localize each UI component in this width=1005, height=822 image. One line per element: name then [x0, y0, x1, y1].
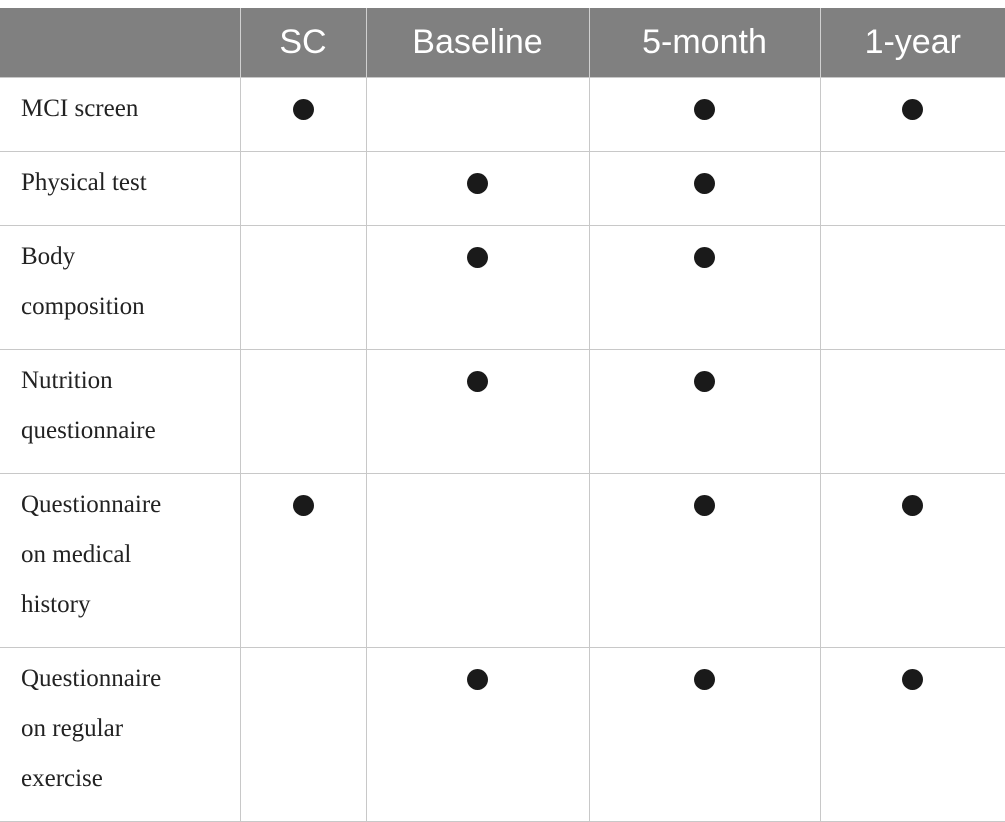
- row-label-cell: Body composition: [0, 225, 241, 350]
- row-label-line: questionnaire: [21, 417, 156, 444]
- table-row: Physical test: [0, 151, 1005, 226]
- header-cell-baseline: Baseline: [365, 8, 589, 78]
- table-row: Nutrition questionnaire: [0, 349, 1005, 474]
- mark-cell-baseline: [365, 225, 590, 350]
- filled-circle-icon: [467, 173, 488, 194]
- mark-cell-baseline: [365, 349, 590, 474]
- mark-cell-baseline: [365, 77, 590, 152]
- filled-circle-icon: [694, 173, 715, 194]
- mark-cell-5-month: [588, 225, 821, 350]
- mark-cell-baseline: [365, 151, 590, 226]
- row-label-cell: Physical test: [0, 151, 241, 226]
- filled-circle-icon: [694, 247, 715, 268]
- filled-circle-icon: [902, 495, 924, 516]
- mark-cell-1-year: [819, 473, 1005, 648]
- header-cell-sc: SC: [239, 8, 366, 78]
- filled-circle-icon: [292, 99, 314, 120]
- header-row: SC Baseline 5-month 1-year: [0, 8, 1005, 78]
- assessment-schedule-table: SC Baseline 5-month 1-year MCI screen Phy…: [0, 8, 1005, 822]
- mark-cell-1-year: [819, 647, 1005, 822]
- table-row: MCI screen: [0, 77, 1005, 152]
- mark-cell-sc: [239, 151, 367, 226]
- filled-circle-icon: [467, 371, 488, 392]
- mark-cell-sc: [239, 349, 367, 474]
- row-label-line: MCI screen: [21, 95, 139, 122]
- mark-cell-5-month: [588, 77, 821, 152]
- table-row: Body composition: [0, 225, 1005, 350]
- header-cell-1-year: 1-year: [819, 8, 1005, 78]
- filled-circle-icon: [694, 371, 715, 392]
- row-label-line: composition: [21, 293, 145, 320]
- row-label-line: Physical test: [21, 169, 147, 196]
- filled-circle-icon: [467, 247, 488, 268]
- row-label-line: Questionnaire: [21, 491, 162, 518]
- mark-cell-1-year: [819, 77, 1005, 152]
- table-body: MCI screen Physical test Body composition Nu…: [0, 77, 1005, 822]
- table-row: Questionnaire on regular exercise: [0, 647, 1005, 822]
- row-label-line: Questionnaire: [21, 665, 162, 692]
- mark-cell-5-month: [588, 647, 821, 822]
- mark-cell-baseline: [365, 647, 590, 822]
- row-label-line: Body: [21, 243, 76, 270]
- row-label-line: on regular: [21, 715, 124, 742]
- filled-circle-icon: [902, 99, 924, 120]
- mark-cell-5-month: [588, 473, 821, 648]
- mark-cell-baseline: [365, 473, 590, 648]
- filled-circle-icon: [694, 669, 715, 690]
- row-label-line: on medical: [21, 541, 132, 568]
- filled-circle-icon: [694, 495, 715, 516]
- row-label-cell: Nutrition questionnaire: [0, 349, 241, 474]
- filled-circle-icon: [292, 495, 314, 516]
- table-row: Questionnaire on medical history: [0, 473, 1005, 648]
- mark-cell-1-year: [819, 225, 1005, 350]
- row-label-line: exercise: [21, 765, 103, 792]
- filled-circle-icon: [902, 669, 924, 690]
- row-label-line: history: [21, 591, 91, 618]
- mark-cell-sc: [239, 473, 367, 648]
- mark-cell-sc: [239, 647, 367, 822]
- mark-cell-1-year: [819, 151, 1005, 226]
- row-label-cell: Questionnaire on medical history: [0, 473, 241, 648]
- filled-circle-icon: [467, 669, 488, 690]
- header-cell-5-month: 5-month: [588, 8, 820, 78]
- mark-cell-5-month: [588, 151, 821, 226]
- header-cell-empty: [0, 8, 240, 78]
- mark-cell-5-month: [588, 349, 821, 474]
- row-label-cell: Questionnaire on regular exercise: [0, 647, 241, 822]
- row-label-line: Nutrition: [21, 367, 113, 394]
- mark-cell-1-year: [819, 349, 1005, 474]
- mark-cell-sc: [239, 225, 367, 350]
- row-label-cell: MCI screen: [0, 77, 241, 152]
- filled-circle-icon: [694, 99, 715, 120]
- mark-cell-sc: [239, 77, 367, 152]
